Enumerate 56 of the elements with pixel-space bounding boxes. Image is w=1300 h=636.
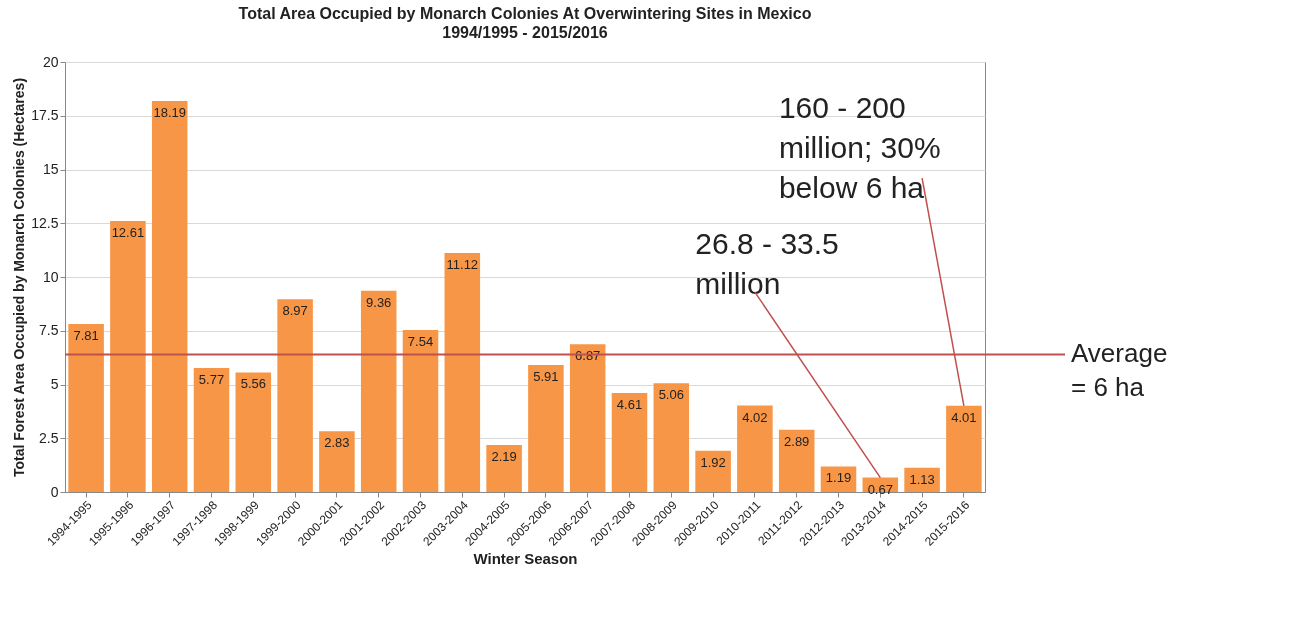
bar	[695, 450, 731, 492]
data-label: 7.81	[73, 328, 99, 344]
bar	[444, 252, 481, 492]
bar	[653, 383, 690, 492]
bar	[486, 444, 522, 492]
annotation: 160 - 200 million; 30% below 6 ha	[778, 91, 941, 205]
y-tick-label: 15	[42, 161, 59, 177]
data-label: 11.12	[446, 256, 479, 272]
bar	[277, 299, 313, 492]
data-label: 2.83	[324, 435, 350, 451]
data-label: 18.19	[153, 104, 186, 120]
data-label: 4.61	[616, 396, 643, 412]
bar	[193, 367, 230, 492]
bar	[68, 324, 104, 492]
chart-title: Total Area Occupied by Monarch Colonies At Overwintering Sites in Mexico	[238, 5, 812, 22]
data-label: 8.97	[282, 303, 308, 319]
data-label: 2.19	[491, 448, 517, 464]
data-label: 5.77	[198, 371, 225, 387]
y-axis-title: Total Forest Area Occupied by Monarch Colonies (Hectares)	[11, 77, 28, 478]
data-label: 9.36	[366, 294, 392, 310]
annotation: 26.8 - 33.5 million	[695, 226, 839, 300]
data-label: 5.91	[533, 368, 559, 384]
y-tick-label: 5	[50, 376, 59, 392]
bar	[611, 392, 648, 492]
bar	[528, 364, 564, 492]
y-tick-label: 17.5	[31, 107, 59, 124]
chart-subtitle: 1994/1995 - 2015/2016	[442, 24, 608, 41]
bar	[946, 405, 982, 492]
bar	[737, 405, 773, 492]
bar	[569, 344, 606, 492]
bar	[778, 429, 815, 492]
data-label: 2.89	[784, 433, 810, 449]
x-axis-title: Winter Season	[473, 549, 578, 567]
data-label: 1.19	[825, 470, 852, 486]
bar	[110, 220, 146, 492]
data-label: 5.56	[240, 376, 266, 392]
bar	[235, 372, 272, 492]
bar	[360, 290, 397, 492]
data-label: 4.01	[951, 409, 977, 425]
data-label: 4.02	[742, 409, 768, 425]
bar	[151, 100, 188, 492]
ref-line-label: Average = 6 ha	[1071, 338, 1168, 403]
y-tick-label: 2.5	[39, 429, 59, 446]
data-label: 1.13	[909, 471, 935, 487]
data-label: 1.92	[700, 454, 726, 470]
y-tick-label: 12.5	[31, 214, 59, 231]
y-tick-label: 7.5	[39, 322, 59, 339]
data-label: 7.54	[407, 333, 434, 349]
y-tick-label: 0	[50, 483, 59, 500]
bar	[319, 431, 355, 492]
y-tick-label: 20	[42, 53, 59, 70]
data-label: 5.06	[658, 387, 684, 403]
y-tick-label: 10	[42, 268, 59, 285]
bar	[402, 329, 439, 492]
data-label: 12.61	[111, 224, 145, 240]
data-label: 0.67	[867, 481, 893, 497]
